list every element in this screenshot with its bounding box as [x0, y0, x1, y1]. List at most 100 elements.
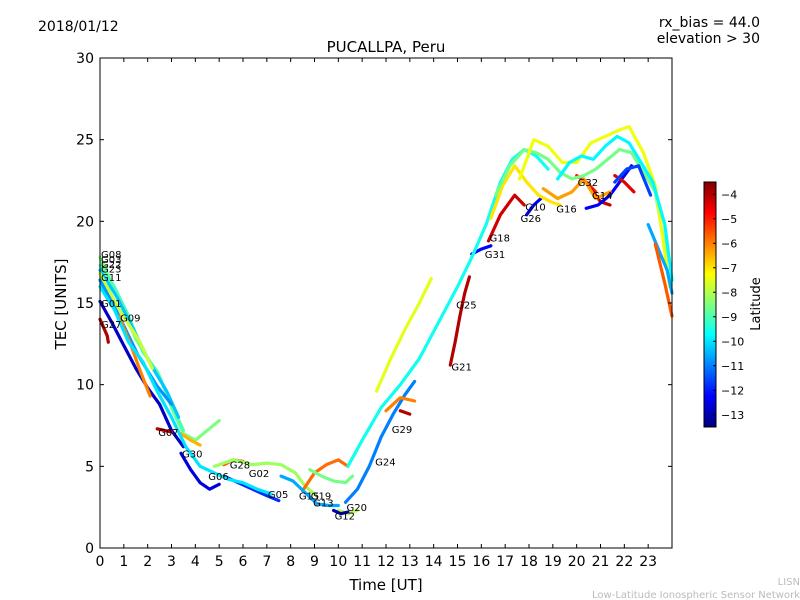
trace-label: G14 — [592, 191, 612, 202]
x-tick-label: 0 — [96, 554, 105, 570]
trace-unlabeled-36 — [556, 134, 674, 282]
chart-title: PUCALLPA, Peru — [327, 38, 446, 56]
colorbar-tick-label: −11 — [721, 360, 744, 373]
colorbar-tick-label: −13 — [721, 409, 744, 422]
colorbar-tick-label: −5 — [721, 213, 737, 226]
trace-g29b — [398, 409, 412, 416]
trace-g10 — [486, 193, 526, 243]
trace-label: G20 — [346, 503, 366, 514]
x-tick-label: 9 — [310, 554, 319, 570]
x-tick-label: 11 — [353, 554, 371, 570]
trace-g27 — [98, 317, 110, 344]
elevation-label: elevation > 30 — [657, 31, 760, 47]
x-tick-label: 19 — [544, 554, 562, 570]
footer-lisn: LISN — [778, 577, 800, 588]
colorbar-tick-label: −9 — [721, 311, 737, 324]
trace-g23 — [98, 272, 154, 370]
trace-label: G09 — [120, 314, 140, 325]
trace-label: G31 — [485, 250, 505, 261]
x-tick-label: 17 — [496, 554, 514, 570]
y-axis-ticks: 0 5 10 15 20 25 30 — [76, 51, 672, 557]
trace-g19 — [301, 458, 350, 493]
trace-g30 — [179, 432, 202, 447]
trace-label: G02 — [249, 469, 269, 480]
trace-label: G15 — [299, 492, 319, 503]
x-axis-label: Time [UT] — [348, 576, 422, 594]
colorbar-label: Latitude — [749, 277, 764, 331]
trace-label: G22 — [101, 260, 121, 271]
x-tick-label: 10 — [329, 554, 347, 570]
trace-label: G24 — [375, 457, 395, 468]
trace-label: G32 — [578, 178, 598, 189]
trace-g25 — [374, 276, 433, 393]
x-tick-label: 5 — [215, 554, 224, 570]
y-tick-label: 30 — [76, 51, 94, 67]
trace-g24 — [343, 379, 417, 504]
x-axis-ticks: 0 1 2 3 4 5 6 7 8 9 10 11 12 13 14 15 16 17 18 19 20 21 22 23 — [96, 58, 657, 570]
colorbar-tick-label: −7 — [721, 262, 737, 275]
trace-label: G16 — [556, 204, 576, 215]
trace-label: G18 — [489, 234, 509, 245]
colorbar: −4 −5 −6 −7 −8 −9 −10 −11 −12 −13 Latitude — [703, 181, 764, 428]
plot-background — [100, 58, 672, 548]
trace-unlabeled-37 — [613, 164, 653, 197]
y-tick-label: 20 — [76, 214, 94, 230]
trace-unlabeled-40 — [98, 285, 274, 496]
x-tick-label: 8 — [286, 554, 295, 570]
trace-label: G03 — [101, 255, 121, 266]
x-tick-label: 16 — [472, 554, 490, 570]
trace-label: G25 — [456, 301, 476, 312]
trace-g06 — [179, 451, 221, 491]
date-label: 2018/01/12 — [38, 19, 119, 35]
trace-unlabeled-39 — [653, 242, 674, 318]
x-tick-label: 12 — [377, 554, 395, 570]
footer-network: Low-Latitude Ionospheric Sensor Network — [592, 590, 800, 600]
x-tick-label: 14 — [425, 554, 443, 570]
x-tick-label: 23 — [639, 554, 657, 570]
x-tick-label: 15 — [449, 554, 467, 570]
trace-unlabeled-33 — [517, 125, 672, 289]
y-tick-label: 15 — [76, 296, 94, 312]
trace-label: G06 — [208, 472, 228, 483]
trace-label: G23 — [101, 265, 121, 276]
x-tick-label: 7 — [262, 554, 271, 570]
trace-unlabeled-31 — [584, 164, 634, 210]
y-tick-label: 0 — [85, 541, 94, 557]
colorbar-ticks: −4 −5 −6 −7 −8 −9 −10 −11 −12 −13 — [713, 188, 744, 422]
trace-label: G26 — [520, 214, 540, 225]
x-tick-label: 21 — [592, 554, 610, 570]
trace-label: G01 — [101, 299, 121, 310]
trace-label: G27 — [101, 320, 121, 331]
colorbar-tick-label: −8 — [721, 286, 737, 299]
x-tick-label: 2 — [143, 554, 152, 570]
colorbar-tick-label: −4 — [721, 188, 737, 201]
trace-label: G30 — [182, 449, 202, 460]
trace-label: G21 — [451, 363, 471, 374]
trace-label: G12 — [335, 511, 355, 522]
colorbar-tick-label: −6 — [721, 237, 737, 250]
y-tick-label: 5 — [85, 459, 94, 475]
trace-label: G07 — [158, 428, 178, 439]
trace-label: G28 — [230, 461, 250, 472]
trace-g29 — [384, 396, 417, 413]
y-axis-label: TEC [UNITS] — [52, 259, 70, 351]
colorbar-tick-label: −12 — [721, 384, 744, 397]
trace-label: G11 — [101, 273, 121, 284]
trace-label: G13 — [313, 498, 333, 509]
x-tick-label: 6 — [239, 554, 248, 570]
trace-g15 — [279, 474, 340, 508]
trace-label: G10 — [525, 203, 545, 214]
x-tick-label: 18 — [520, 554, 538, 570]
trace-g21 — [448, 275, 471, 367]
trace-unlabeled-34 — [541, 177, 612, 201]
trace-label: G19 — [311, 492, 331, 503]
x-tick-label: 22 — [615, 554, 633, 570]
y-tick-label: 25 — [76, 133, 94, 149]
x-tick-label: 4 — [191, 554, 200, 570]
y-tick-label: 10 — [76, 378, 94, 394]
trace-unlabeled-38 — [646, 223, 674, 295]
trace-g13 — [308, 468, 355, 485]
trace-label: G08 — [101, 250, 121, 261]
